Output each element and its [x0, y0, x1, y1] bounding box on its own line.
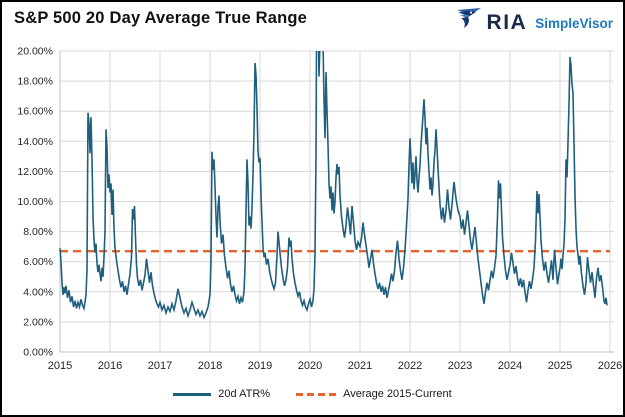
legend-item-average: Average 2015-Current — [296, 388, 452, 400]
y-axis-tick-label: 20.00% — [17, 46, 53, 58]
y-axis-tick-label: 10.00% — [17, 196, 53, 208]
x-axis-tick-label: 2022 — [398, 360, 422, 372]
brand-logo: RIA SimpleVisor — [456, 8, 613, 37]
y-axis-tick-label: 16.00% — [17, 106, 53, 118]
atr-series-line — [59, 51, 608, 320]
x-axis-tick-label: 2019 — [248, 360, 272, 372]
chart-title: S&P 500 20 Day Average True Range — [14, 9, 308, 27]
legend-label-average: Average 2015-Current — [343, 388, 452, 400]
brand-name: RIA — [486, 11, 528, 34]
x-axis-tick-label: 2018 — [198, 360, 222, 372]
x-axis-tick-label: 2016 — [98, 360, 122, 372]
y-axis-tick-label: 2.00% — [23, 316, 53, 328]
x-axis-tick-label: 2025 — [548, 360, 572, 372]
x-axis-tick-label: 2024 — [498, 360, 522, 372]
x-axis-tick-label: 2020 — [298, 360, 322, 372]
y-axis-tick-label: 18.00% — [17, 76, 53, 88]
y-axis-tick-label: 8.00% — [23, 226, 53, 238]
x-axis-tick-label: 2026 — [598, 360, 622, 372]
legend-label-atr: 20d ATR% — [218, 388, 271, 400]
y-axis-tick-label: 14.00% — [17, 136, 53, 148]
atr-line-chart: 0.00% 2.00% 4.00% 6.00% 8.00% 10.00% 12.00% 14.… — [17, 46, 622, 373]
y-axis-tick-label: 4.00% — [23, 286, 53, 298]
y-axis-tick-label: 6.00% — [23, 256, 53, 268]
brand-product: SimpleVisor — [535, 16, 613, 32]
y-axis-tick-label: 0.00% — [23, 347, 53, 359]
x-axis-tick-label: 2021 — [348, 360, 372, 372]
legend-item-atr: 20d ATR% — [173, 388, 270, 400]
x-axis-tick-label: 2015 — [48, 360, 72, 372]
atr-line-swatch — [173, 392, 212, 396]
y-axis-tick-label: 12.00% — [17, 166, 53, 178]
chart-legend: 20d ATR% Average 2015-Current — [2, 388, 623, 400]
x-axis-tick-label: 2023 — [448, 360, 472, 372]
average-line-swatch — [296, 392, 337, 396]
x-axis-tick-label: 2017 — [148, 360, 172, 372]
eagle-icon — [456, 8, 482, 37]
